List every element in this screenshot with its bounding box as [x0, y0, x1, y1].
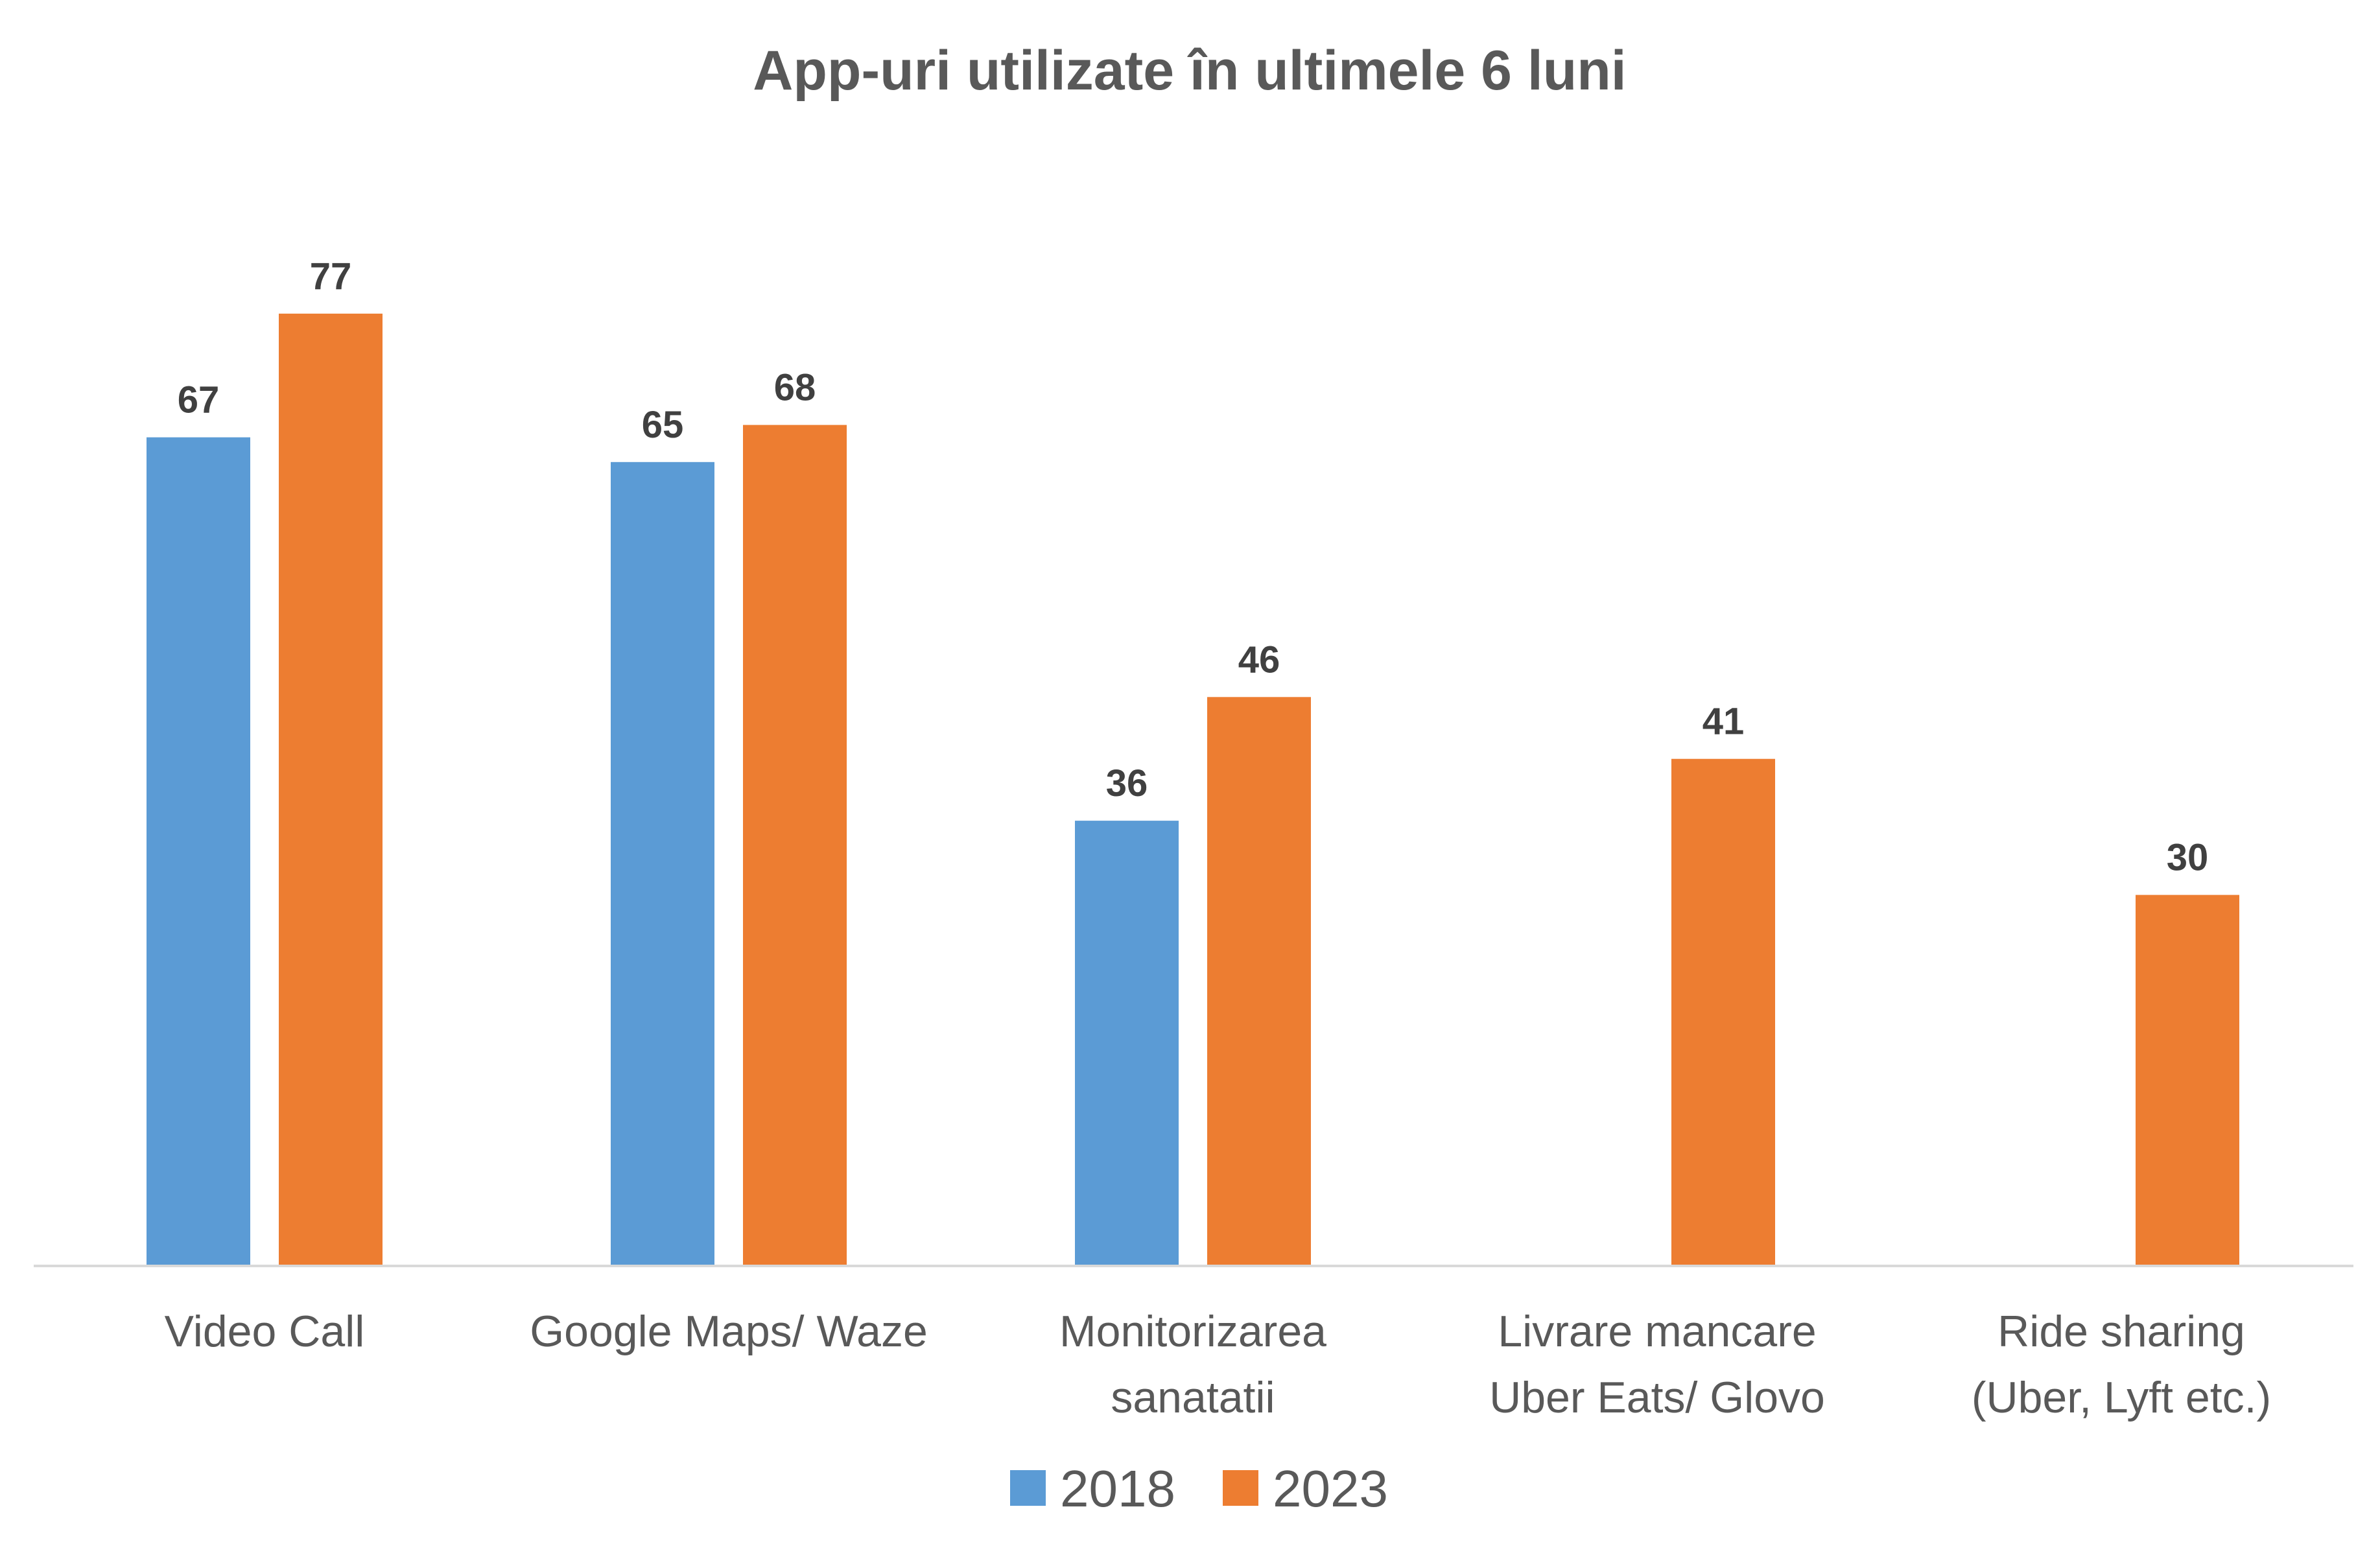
- category-label-3-line-0: Livrare mancare: [1498, 1307, 1816, 1356]
- legend: 2018 2023: [1010, 1460, 1388, 1517]
- category-label-1-line-0: Google Maps/ Waze: [530, 1307, 928, 1356]
- legend-label-2018: 2018: [1060, 1460, 1175, 1517]
- category-labels-group: Video Call Google Maps/ Waze Monitorizarea…: [165, 1307, 2272, 1422]
- bar-2023-1: [743, 425, 847, 1266]
- bar-2023-2: [1207, 697, 1311, 1266]
- bar-2018-1: [611, 462, 714, 1266]
- data-labels-group: 67 65 36 77 68 46 41 30: [178, 255, 2209, 879]
- bar-2023-3: [1671, 758, 1775, 1266]
- chart-title: App-uri utilizate în ultimele 6 luni: [753, 40, 1626, 102]
- category-label-4-line-0: Ride sharing: [1997, 1307, 2245, 1356]
- category-label-4-line-1: (Uber, Lyft etc.): [1972, 1373, 2271, 1422]
- category-label-0-line-0: Video Call: [165, 1307, 365, 1356]
- legend-label-2023: 2023: [1273, 1460, 1388, 1517]
- bar-2023-0: [279, 313, 383, 1267]
- bars-group: [147, 313, 2239, 1267]
- bar-2023-4: [2136, 895, 2239, 1266]
- data-label-2018-0: 67: [178, 379, 220, 421]
- data-label-2023-1: 68: [774, 367, 816, 409]
- bar-2018-0: [147, 437, 250, 1266]
- data-label-2023-2: 46: [1238, 638, 1280, 681]
- legend-swatch-2023: [1223, 1470, 1258, 1506]
- bar-2018-2: [1075, 821, 1179, 1266]
- category-label-3-line-1: Uber Eats/ Glovo: [1489, 1373, 1825, 1422]
- data-label-2018-2: 36: [1106, 762, 1148, 804]
- data-label-2018-1: 65: [642, 404, 684, 446]
- legend-swatch-2018: [1010, 1470, 1046, 1506]
- category-label-2-line-0: Monitorizarea: [1059, 1307, 1326, 1356]
- data-label-2023-0: 77: [310, 255, 352, 298]
- category-label-2-line-1: sanatatii: [1111, 1373, 1275, 1422]
- data-label-2023-3: 41: [1703, 701, 1745, 743]
- data-label-2023-4: 30: [2167, 837, 2209, 879]
